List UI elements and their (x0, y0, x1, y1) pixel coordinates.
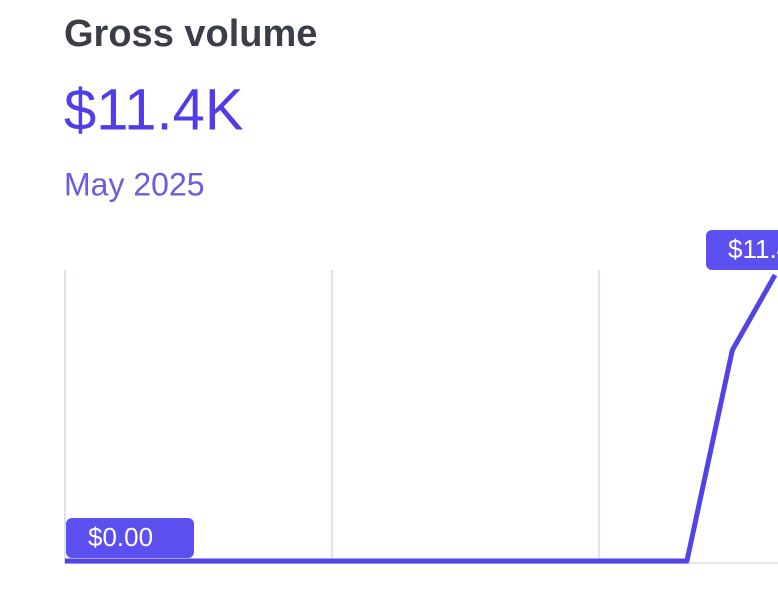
value-label-box (66, 518, 194, 558)
value-label: $0.00 (88, 522, 153, 552)
value-label: $11.4K (728, 234, 778, 264)
chart-title: Gross volume (64, 13, 317, 55)
value-label-box (706, 230, 778, 270)
subtitle: May 2025 (64, 166, 205, 202)
total-value: $11.4K (64, 77, 244, 142)
line-series (65, 273, 778, 564)
